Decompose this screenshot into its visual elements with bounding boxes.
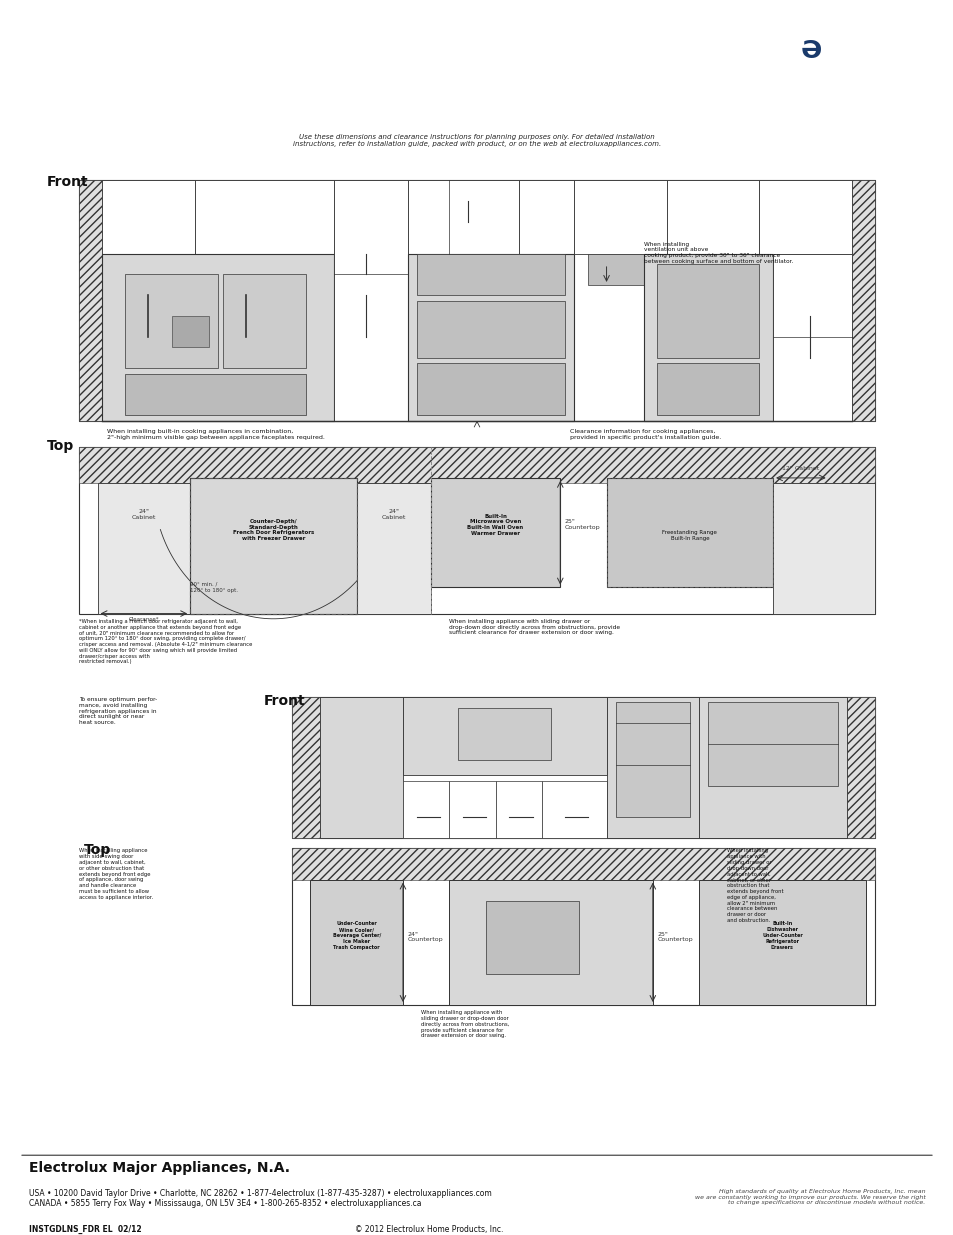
Text: General Installation Guidelines: General Installation Guidelines [38, 28, 507, 57]
Bar [222, 274, 306, 368]
Bar [356, 483, 430, 614]
Bar [458, 708, 551, 760]
Bar [657, 363, 759, 415]
Text: When installing
ventilation unit above
cooking product, provide 30" to 36" clear: When installing ventilation unit above c… [643, 242, 792, 264]
Text: USA • 10200 David Taylor Drive • Charlotte, NC 28262 • 1-877-4electrolux (1-877-: USA • 10200 David Taylor Drive • Charlot… [29, 1189, 491, 1208]
Text: Top: Top [47, 440, 74, 453]
Bar [699, 879, 864, 1005]
Circle shape [701, 288, 714, 303]
Text: INSTGDLNS_FDR EL  02/12: INSTGDLNS_FDR EL 02/12 [29, 1225, 141, 1234]
Text: Clearance*: Clearance* [129, 616, 159, 621]
Bar [495, 781, 541, 837]
Text: Top: Top [84, 844, 111, 857]
Text: When installing appliance with sliding drawer or
drop-down door directly across : When installing appliance with sliding d… [449, 619, 619, 635]
Circle shape [692, 320, 705, 333]
Text: 25"
Countertop: 25" Countertop [657, 931, 692, 942]
Text: When installing appliance
with side-swing door
adjacent to wall, cabinet,
or oth: When installing appliance with side-swin… [79, 848, 153, 900]
Text: 12" Cabinet: 12" Cabinet [781, 466, 819, 471]
Bar [292, 697, 319, 837]
Bar [79, 447, 874, 614]
Bar [97, 483, 190, 614]
Circle shape [497, 725, 512, 742]
Bar [707, 703, 837, 785]
Circle shape [674, 320, 686, 333]
Text: Use these dimensions and clearance instructions for planning purposes only. For : Use these dimensions and clearance instr… [293, 133, 660, 147]
Text: Built-In
Microwave Oven
Built-In Wall Oven
Warmer Drawer: Built-In Microwave Oven Built-In Wall Ov… [467, 514, 523, 536]
Bar [292, 848, 874, 879]
Text: Clearance information for cooking appliances,
provided in specific product's ins: Clearance information for cooking applia… [569, 429, 720, 440]
Bar [486, 900, 578, 973]
Bar [606, 697, 699, 837]
Text: Freestanding Range
Built-In Range: Freestanding Range Built-In Range [661, 530, 717, 541]
Bar [190, 478, 356, 614]
Bar [606, 478, 772, 588]
Bar [587, 253, 652, 285]
Bar [851, 180, 874, 420]
Bar [699, 697, 846, 837]
Text: When installing built-in cooking appliances in combination,
2"-high minimum visi: When installing built-in cooking applian… [107, 429, 324, 440]
Bar [416, 363, 564, 415]
Text: 24"
Countertop: 24" Countertop [407, 931, 443, 942]
Bar [541, 781, 606, 837]
FancyBboxPatch shape [781, 15, 839, 86]
Text: To ensure optimum perfor-
mance, avoid installing
refrigeration appliances in
di: To ensure optimum perfor- mance, avoid i… [79, 697, 157, 725]
Text: *When installing a French door refrigerator adjacent to wall,
cabinet or another: *When installing a French door refrigera… [79, 619, 253, 664]
Bar [772, 483, 874, 614]
Bar [102, 180, 194, 253]
Text: Electrolux Major Appliances, N.A.: Electrolux Major Appliances, N.A. [29, 1161, 290, 1174]
Bar [407, 253, 574, 420]
Bar [125, 274, 217, 368]
Circle shape [527, 994, 537, 1005]
Bar [518, 180, 574, 253]
Text: Ə: Ə [800, 38, 821, 63]
Text: 24"
Cabinet: 24" Cabinet [132, 509, 156, 520]
Bar [190, 478, 356, 614]
Bar [643, 253, 772, 420]
Bar [449, 879, 652, 1005]
Bar [79, 180, 102, 420]
Bar [657, 264, 759, 358]
Bar [759, 180, 851, 253]
Text: 24"
Cabinet: 24" Cabinet [381, 509, 405, 520]
Bar [310, 879, 402, 1005]
Text: Front: Front [264, 694, 306, 708]
Bar [615, 703, 689, 818]
Text: Built-In
Dishwasher
Under-Counter
Refrigerator
Drawers: Built-In Dishwasher Under-Counter Refrig… [761, 921, 801, 950]
Text: When installing appliance with
sliding drawer or drop-down door
directly across : When installing appliance with sliding d… [421, 1010, 509, 1039]
Bar [292, 697, 874, 837]
Bar [416, 300, 564, 358]
Text: Under-Counter
Wine Cooler/
Beverage Center/
Ice Maker
Trash Compactor: Under-Counter Wine Cooler/ Beverage Cent… [333, 921, 380, 950]
Bar [79, 180, 874, 420]
Text: For Installation with French Door Refrigerator: For Installation with French Door Refrig… [38, 73, 324, 83]
Bar [172, 316, 209, 347]
Text: When installing
appliance with
sliding drawer or
drop-down door
adjacent to wall: When installing appliance with sliding d… [726, 848, 782, 923]
Bar [292, 848, 874, 1005]
Text: Front: Front [47, 175, 89, 189]
Text: 25"
Countertop: 25" Countertop [564, 520, 599, 530]
Bar [319, 697, 402, 837]
Bar [125, 373, 306, 415]
Bar [416, 253, 564, 295]
Bar [407, 180, 518, 253]
Bar [666, 180, 759, 253]
Bar [402, 781, 449, 837]
Bar [574, 180, 666, 253]
Bar [79, 447, 874, 483]
Bar [334, 180, 407, 420]
Bar [449, 781, 495, 837]
Bar [402, 697, 606, 776]
Text: 90° min. /
120° to 180° opt.: 90° min. / 120° to 180° opt. [190, 582, 238, 593]
Text: Electrolux: Electrolux [848, 41, 953, 61]
Bar [194, 180, 334, 253]
Bar [430, 478, 559, 588]
Text: Counter-Depth/
Standard-Depth
French Door Refrigerators
with Freezer Drawer: Counter-Depth/ Standard-Depth French Doo… [233, 519, 314, 541]
Bar [102, 253, 334, 420]
Bar [772, 253, 851, 420]
Bar [846, 697, 874, 837]
Circle shape [664, 288, 677, 303]
Text: © 2012 Electrolux Home Products, Inc.: © 2012 Electrolux Home Products, Inc. [355, 1225, 503, 1234]
Bar [606, 478, 772, 588]
Text: High standards of quality at Electrolux Home Products, Inc. mean
we are constant: High standards of quality at Electrolux … [694, 1189, 924, 1205]
